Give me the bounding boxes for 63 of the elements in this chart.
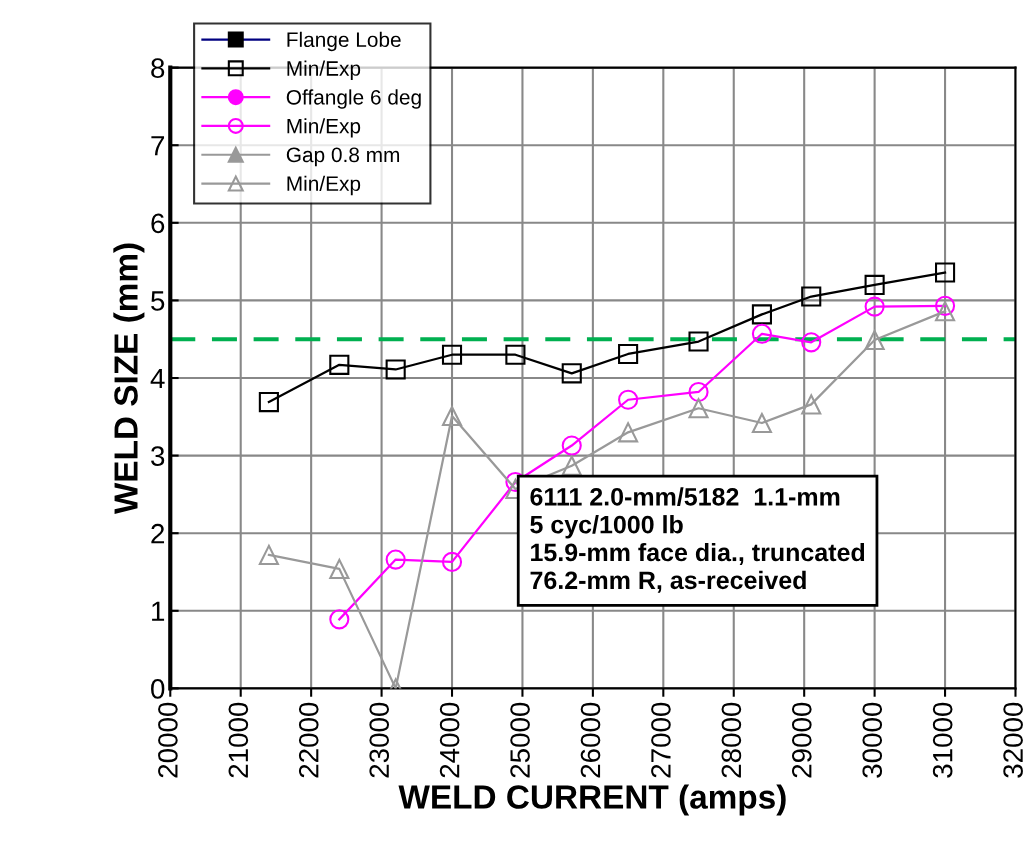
legend-label: Offangle 6 deg: [286, 89, 421, 109]
point: [801, 394, 822, 415]
point: [561, 455, 582, 476]
y-tick-label: 6: [151, 213, 165, 234]
point: [618, 389, 639, 410]
x-tick-label: 26000: [580, 702, 601, 778]
point: [441, 405, 463, 427]
x-tick-label: 22000: [298, 702, 319, 778]
x-tick-label: 25000: [510, 702, 530, 778]
point: [751, 323, 772, 344]
y-axis-title: WELD SIZE (mm): [113, 243, 145, 515]
x-tick-label: 32000: [1003, 702, 1023, 778]
point: [385, 549, 406, 570]
x-axis-title: WELD CURRENT (amps): [398, 784, 786, 816]
point: [441, 344, 463, 365]
y-tick-label: 4: [150, 368, 165, 389]
y-tick-label: 8: [151, 58, 165, 78]
x-tick-label: 28000: [721, 702, 742, 778]
point: [561, 363, 582, 384]
legend-label: Gap 0.8 mm: [286, 147, 400, 167]
point: [801, 332, 822, 353]
point: [688, 398, 709, 419]
point: [751, 412, 772, 434]
point: [618, 343, 639, 365]
x-tick-label: 21000: [228, 702, 249, 778]
x-tick-label: 23000: [369, 702, 390, 778]
point: [618, 422, 639, 443]
point: [258, 544, 279, 565]
x-tick-label: 24000: [439, 702, 460, 778]
legend-label: Min/Exp: [287, 175, 361, 196]
annotation: 6111 2.0-mm/5182 1.1-mm 5 cyc/1000 lb 15.9-mm face dia., truncated 76.2-mm R, as-received: [530, 487, 865, 593]
x-tick-label: 20000: [158, 702, 178, 778]
point: [934, 301, 956, 322]
point: [258, 392, 279, 413]
point: [561, 435, 582, 456]
point: [688, 331, 709, 352]
y-tick-label: 5: [151, 291, 165, 311]
legend-label: Min/Exp: [287, 118, 361, 138]
point: [864, 296, 885, 317]
point: [441, 551, 463, 572]
point: [801, 286, 822, 307]
point: [864, 329, 885, 351]
x-tick-label: 29000: [791, 702, 812, 778]
y-tick-label: 7: [151, 136, 165, 156]
legend-label: Min/Exp: [287, 60, 361, 80]
y-tick-label: 1: [152, 601, 165, 621]
point: [329, 558, 350, 579]
point: [385, 359, 406, 380]
point: [505, 344, 526, 365]
point: [934, 262, 956, 283]
x-tick-label: 31000: [932, 702, 953, 778]
y-tick-label: 2: [151, 523, 165, 544]
y-tick-label: 3: [151, 446, 165, 466]
y-tick-label: 0: [151, 679, 165, 699]
point: [934, 295, 956, 316]
x-tick-label: 27000: [651, 702, 671, 778]
point: [864, 274, 885, 295]
x-tick-label: 30000: [862, 702, 883, 778]
point: [751, 304, 772, 325]
point: [329, 609, 350, 630]
point: [329, 354, 350, 375]
legend-label: Flange Lobe: [287, 31, 401, 52]
point: [688, 381, 709, 403]
